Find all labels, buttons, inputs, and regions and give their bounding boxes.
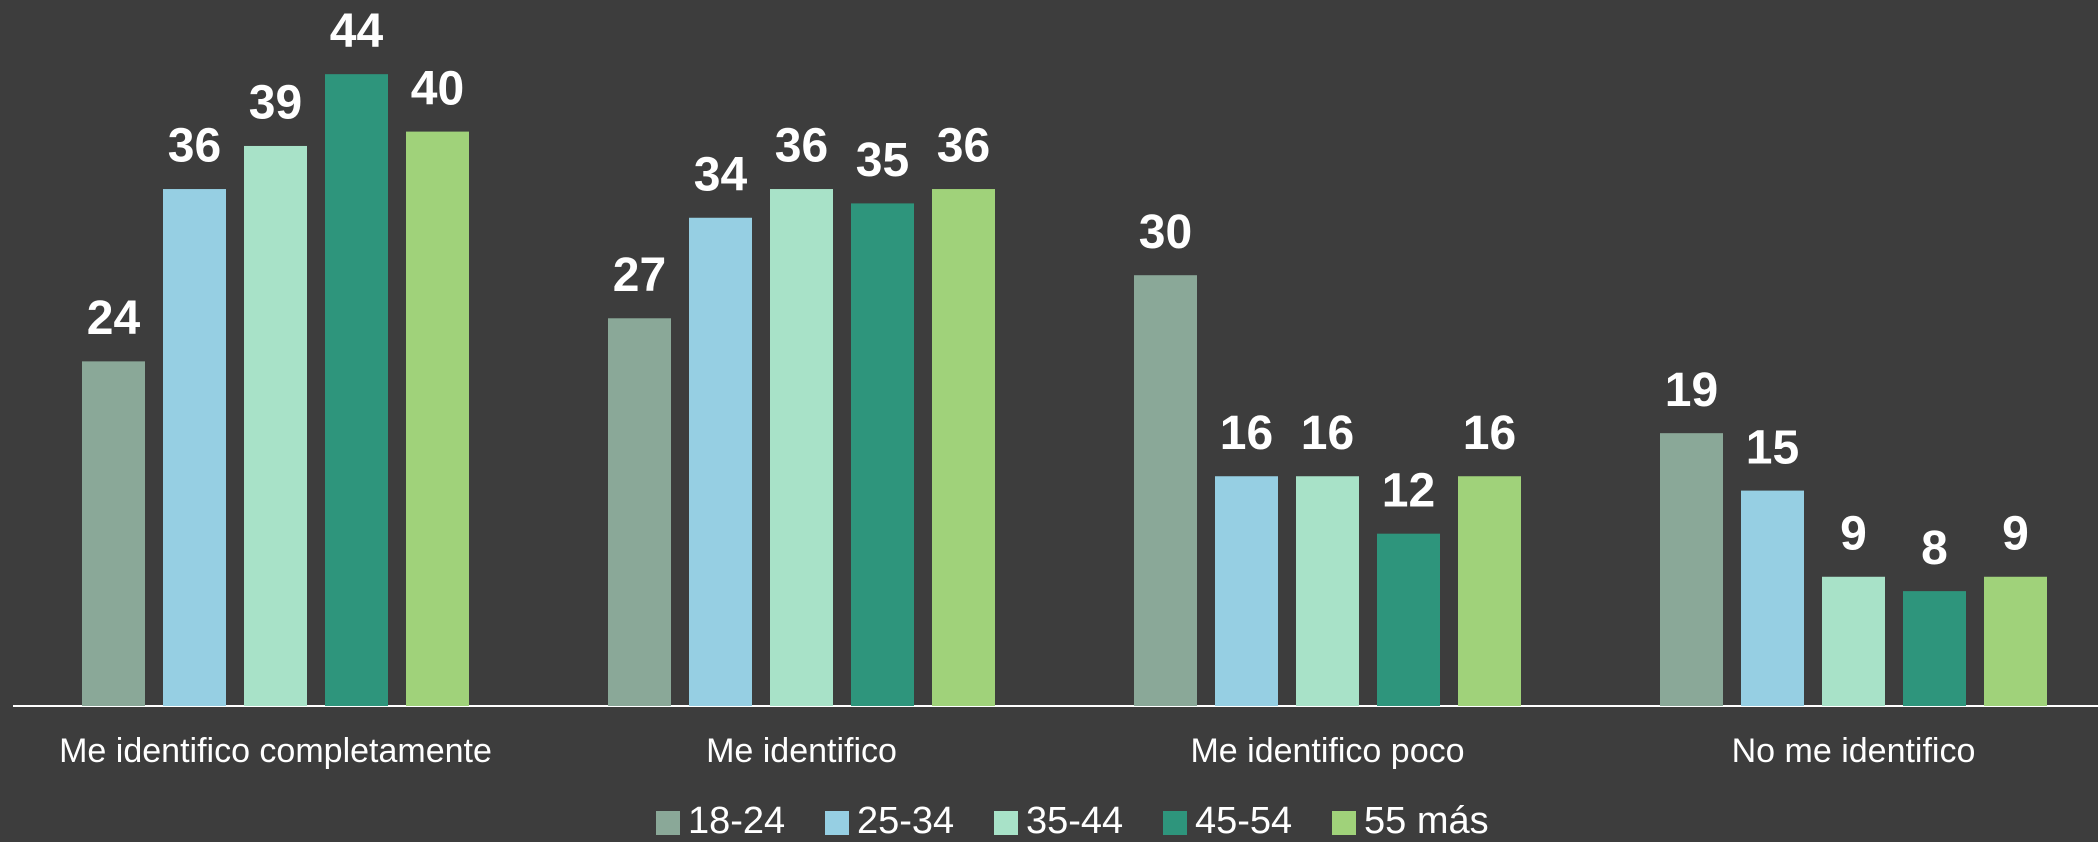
value-label: 9 [1840, 507, 1867, 560]
value-label: 19 [1665, 364, 1718, 417]
value-label: 34 [694, 148, 748, 201]
legend-swatch [825, 811, 849, 835]
bar [1134, 275, 1197, 706]
value-label: 16 [1301, 407, 1354, 460]
legend-label: 25-34 [857, 800, 954, 842]
value-label: 44 [330, 5, 384, 58]
bar [932, 189, 995, 707]
legend-label: 18-24 [688, 800, 785, 842]
value-label: 40 [411, 62, 464, 115]
x-tick-label: Me identifico poco [1190, 732, 1464, 770]
bar [608, 318, 671, 706]
value-label: 15 [1746, 421, 1799, 474]
value-label: 9 [2002, 507, 2029, 560]
value-label: 36 [937, 120, 990, 173]
value-label: 27 [613, 249, 666, 302]
bar [82, 361, 145, 706]
x-tick-label: Me identifico completamente [59, 732, 492, 770]
bar [406, 131, 469, 707]
x-tick-label: Me identifico [706, 732, 897, 770]
bar [1741, 490, 1804, 706]
bar [1660, 433, 1723, 706]
value-label: 36 [775, 120, 828, 173]
bar [325, 74, 388, 706]
bar [689, 217, 752, 706]
bar [244, 145, 307, 706]
legend-swatch [994, 811, 1018, 835]
legend-swatch [1163, 811, 1187, 835]
bar [851, 203, 914, 706]
value-label: 30 [1139, 206, 1192, 259]
bar [770, 189, 833, 707]
value-label: 24 [87, 292, 141, 345]
legend-label: 35-44 [1026, 800, 1123, 842]
value-label: 16 [1463, 407, 1516, 460]
value-label: 8 [1921, 522, 1948, 575]
legend-label: 55 más [1364, 800, 1489, 842]
value-label: 36 [168, 120, 221, 173]
x-tick-label: No me identifico [1732, 732, 1976, 770]
legend-swatch [1332, 811, 1356, 835]
value-label: 12 [1382, 464, 1435, 517]
value-label: 35 [856, 134, 909, 187]
legend-label: 45-54 [1195, 800, 1292, 842]
value-label: 39 [249, 77, 302, 130]
bar [163, 189, 226, 707]
value-label: 16 [1220, 407, 1273, 460]
legend-swatch [656, 811, 680, 835]
bar [1822, 576, 1885, 706]
bar [1984, 576, 2047, 706]
bar [1377, 533, 1440, 706]
bar [1215, 476, 1278, 706]
bar [1903, 591, 1966, 706]
bar [1458, 476, 1521, 706]
bar [1296, 476, 1359, 706]
